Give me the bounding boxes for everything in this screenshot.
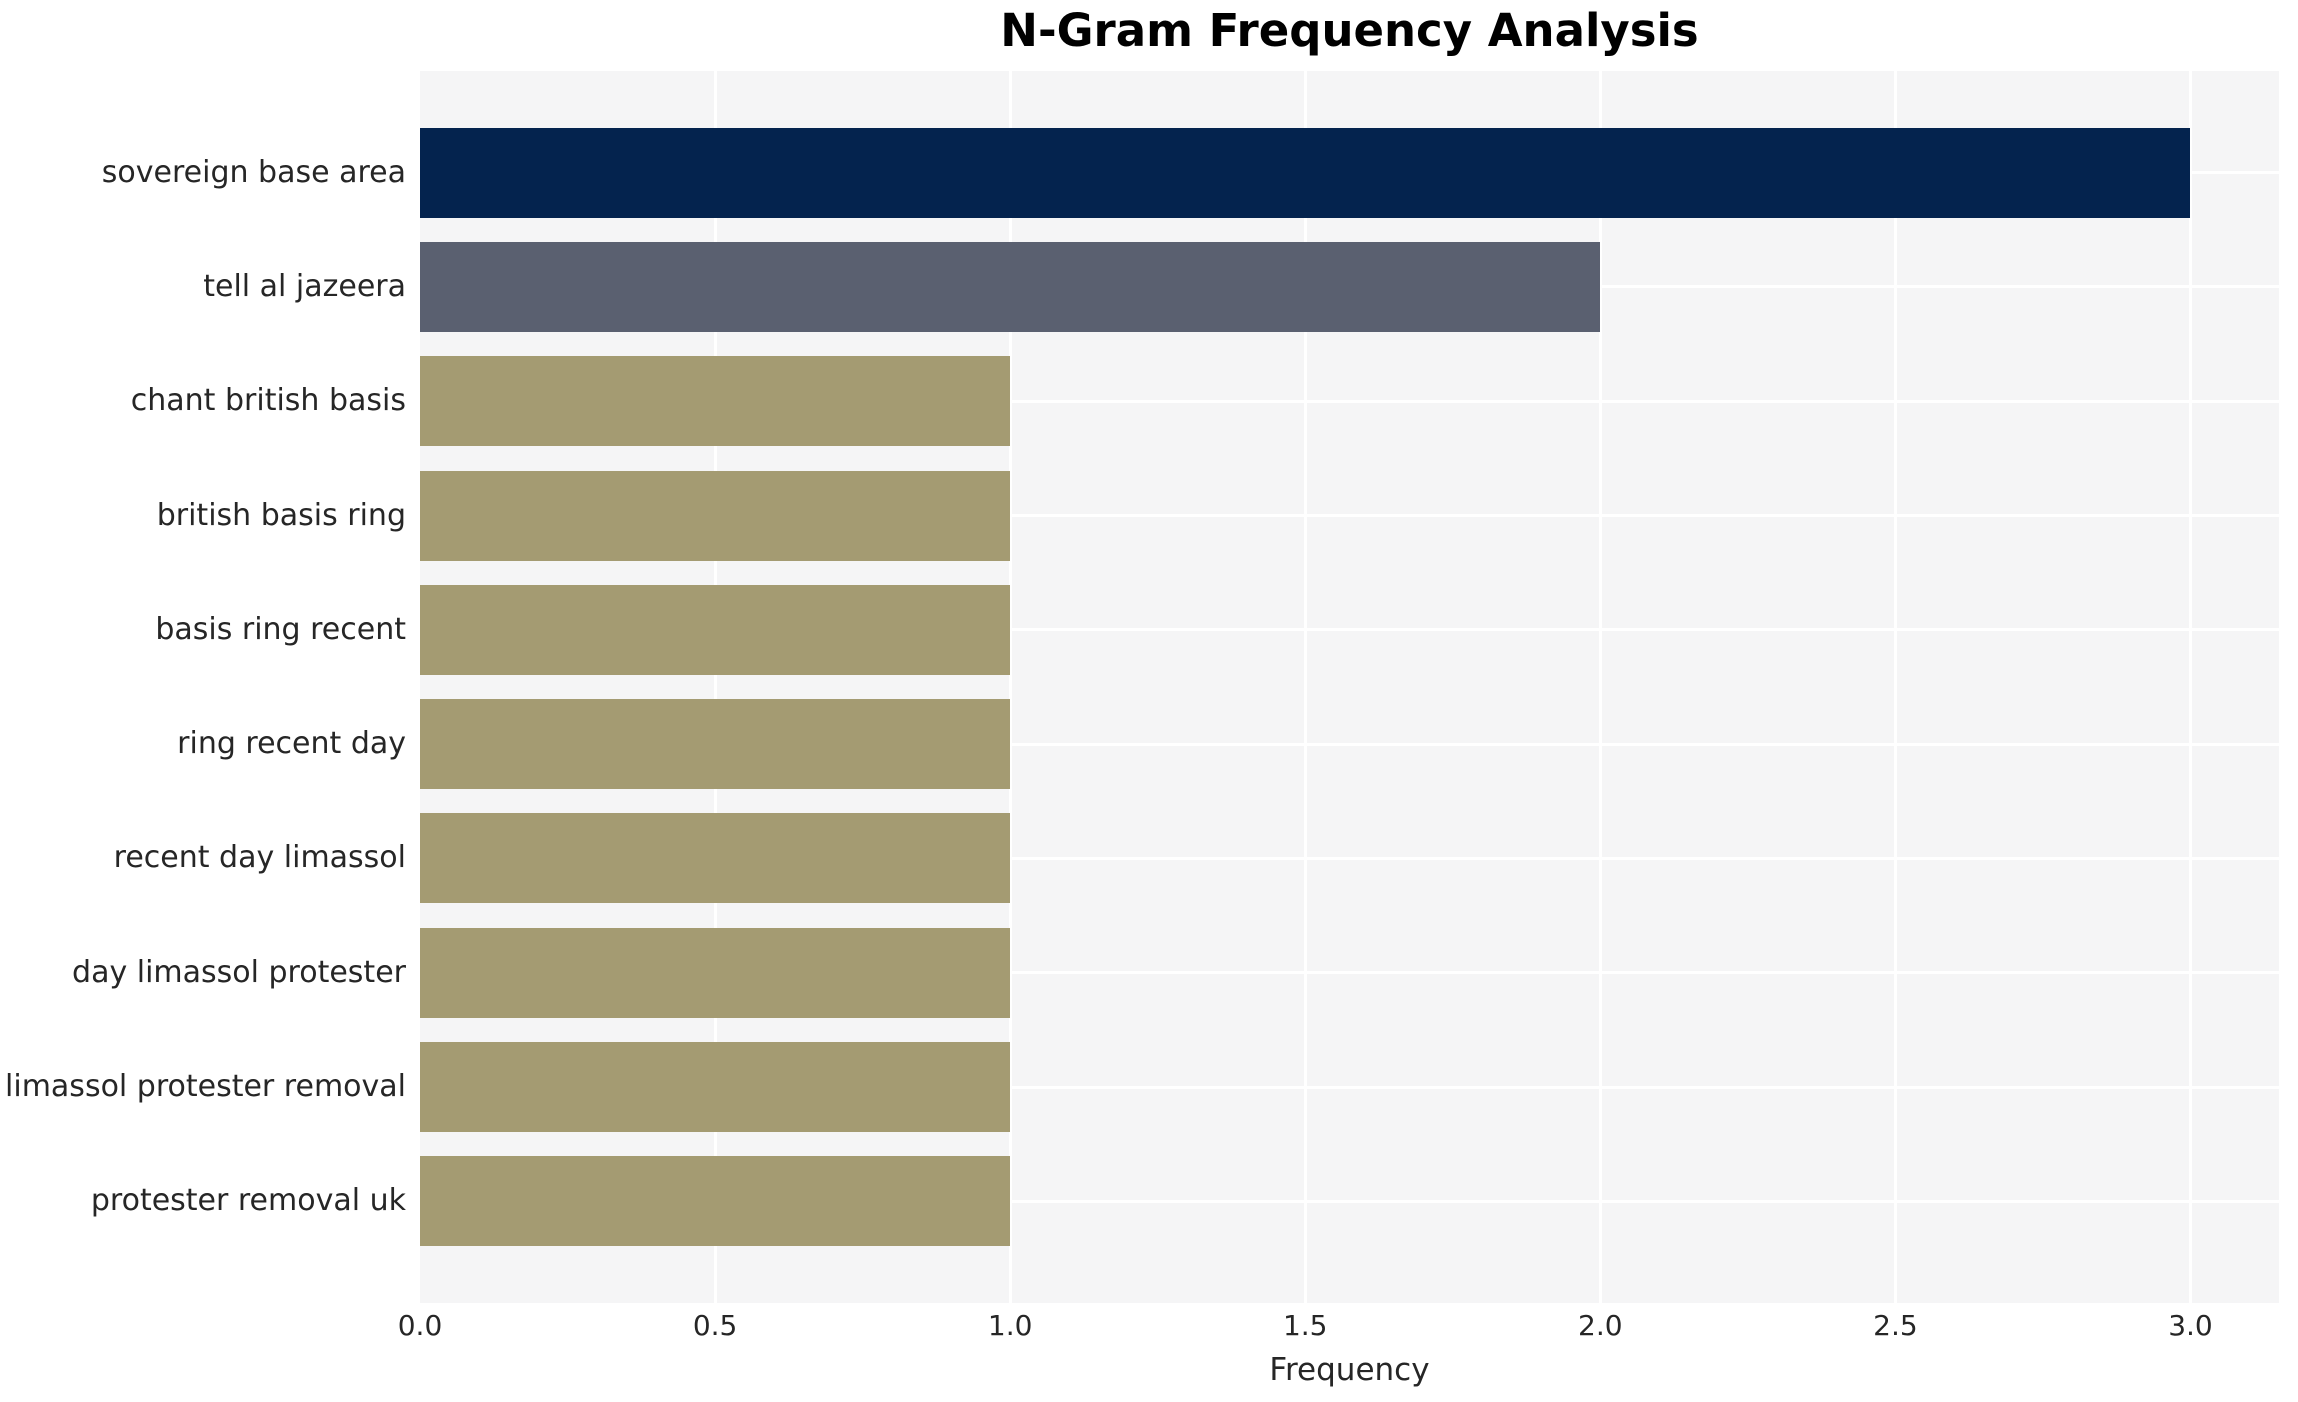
bar-tell-al-jazeera: [420, 241, 1601, 332]
gridline-horizontal: [420, 971, 2279, 975]
bar-sovereign-base-area: [420, 127, 2191, 218]
category-label-tell-al-jazeera: tell al jazeera: [203, 268, 406, 304]
category-label-british-basis-ring: british basis ring: [156, 497, 406, 533]
bar-chant-british-basis: [420, 356, 1011, 447]
category-label-chant-british-basis: chant british basis: [130, 383, 406, 419]
bar-limassol-protester-removal: [420, 1042, 1011, 1133]
x-tick-label-2.5: 2.5: [1873, 1309, 1918, 1342]
bar-day-limassol-protester: [420, 927, 1011, 1018]
x-tick-label-0.5: 0.5: [692, 1309, 738, 1342]
gridline-vertical: [713, 71, 717, 1303]
x-tick-label-0.0: 0.0: [397, 1309, 443, 1342]
gridline-horizontal: [420, 1199, 2279, 1203]
category-label-protester-removal-uk: protester removal uk: [90, 1183, 406, 1219]
gridline-horizontal: [420, 1085, 2279, 1089]
bar-basis-ring-recent: [420, 584, 1011, 675]
category-label-basis-ring-recent: basis ring recent: [155, 611, 406, 647]
category-label-recent-day-limassol: recent day limassol: [113, 840, 406, 876]
gridline-vertical: [1303, 71, 1307, 1303]
gridline-vertical: [1598, 71, 1602, 1303]
bar-protester-removal-uk: [420, 1156, 1011, 1247]
gridline-horizontal: [420, 628, 2279, 632]
gridline-vertical: [2188, 71, 2192, 1303]
gridline-horizontal: [420, 399, 2279, 403]
plot-area: [420, 71, 2279, 1303]
x-axis-label: Frequency: [1269, 1352, 1430, 1388]
gridline-vertical: [1008, 71, 1012, 1303]
gridline-horizontal: [420, 856, 2279, 860]
x-tick-label-1.0: 1.0: [987, 1309, 1033, 1342]
bar-recent-day-limassol: [420, 813, 1011, 904]
y-axis-category-labels: sovereign base area tell al jazeera chant …: [0, 71, 406, 1303]
gridline-vertical: [1893, 71, 1897, 1303]
gridline-horizontal: [420, 514, 2279, 518]
bar-british-basis-ring: [420, 470, 1011, 561]
chart-title: N-Gram Frequency Analysis: [1000, 4, 1699, 57]
category-label-limassol-protester-removal: limassol protester removal: [5, 1069, 406, 1105]
category-label-sovereign-base-area: sovereign base area: [101, 154, 406, 190]
x-tick-label-3.0: 3.0: [2168, 1309, 2213, 1342]
bar-ring-recent-day: [420, 699, 1011, 790]
x-tick-label-1.5: 1.5: [1282, 1309, 1328, 1342]
gridline-horizontal: [420, 742, 2279, 746]
x-axis-tick-labels: 0.0 0.5 1.0 1.5 2.0 2.5 3.0: [398, 1309, 2279, 1349]
x-tick-label-2.0: 2.0: [1578, 1309, 1623, 1342]
category-label-day-limassol-protester: day limassol protester: [72, 954, 406, 990]
category-label-ring-recent-day: ring recent day: [177, 726, 406, 762]
